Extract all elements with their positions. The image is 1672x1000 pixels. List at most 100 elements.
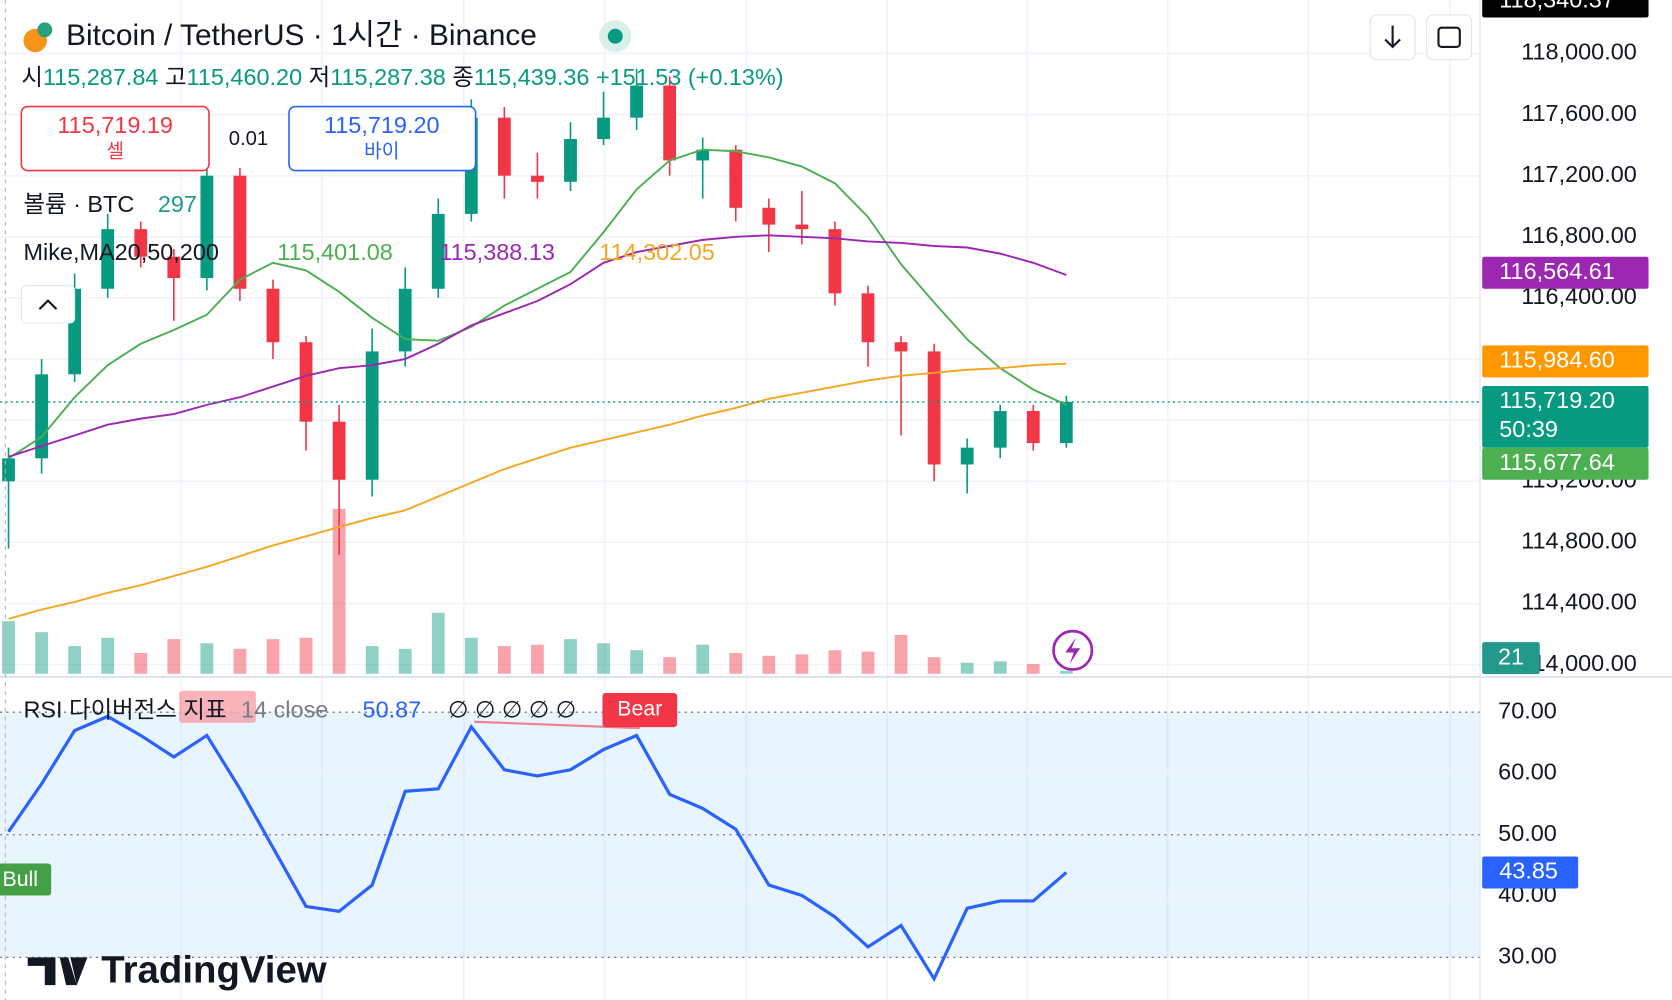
volume-bar [795, 654, 809, 674]
candle-body [927, 351, 941, 465]
volume-bar [101, 637, 115, 674]
candle-body [1026, 410, 1040, 444]
candle-body [431, 213, 445, 289]
fullscreen-button[interactable] [1426, 14, 1473, 61]
volume-bar [2, 621, 15, 674]
buy-label[interactable]: 바이 [364, 141, 399, 163]
candle-body [101, 229, 115, 289]
ohlc-value: 115,439.36 [474, 64, 590, 90]
volume-bar [762, 655, 776, 674]
collapse-icon[interactable] [38, 299, 58, 310]
volume-bar [233, 648, 247, 674]
volume-badge-label: 21 [1498, 643, 1524, 669]
volume-bar [299, 637, 313, 674]
volume-bar [1026, 664, 1040, 674]
candle-body [2, 458, 15, 482]
volume-bar [696, 644, 710, 674]
ohlc-value: 115,460.20 [187, 64, 303, 90]
volume-bar [68, 646, 82, 674]
y-tick-label: 117,600.00 [1521, 100, 1637, 126]
buy-button[interactable] [288, 105, 477, 172]
ohlc-value: 115,287.38 [330, 64, 446, 90]
volume-bar [597, 643, 610, 674]
candle-body [365, 351, 379, 480]
volume-bar [828, 650, 842, 674]
price-badge [1482, 0, 1649, 18]
ma-value: 114,302.05 [599, 239, 715, 265]
candle-body [266, 288, 280, 343]
candle-body [233, 175, 247, 289]
volume-value: 297 [158, 191, 197, 217]
sell-price[interactable]: 115,719.19 [57, 112, 173, 138]
volume-bar [630, 650, 643, 674]
change: +151.53 (+0.13%) [596, 64, 784, 90]
alert-bolt[interactable] [1065, 637, 1081, 665]
volume-bar [531, 644, 544, 674]
rsi-badge-label: 43.85 [1499, 858, 1558, 884]
download-icon[interactable] [1384, 25, 1401, 49]
y-tick-label: 114,000.00 [1521, 650, 1637, 676]
rsi-title: RSI 다이버전스 지표 [23, 696, 226, 722]
rsi-badge [1482, 856, 1579, 889]
price-badge-label: 118,340.37 [1499, 0, 1615, 13]
logo: TradingView [101, 948, 327, 991]
rsi-params: 14 close [241, 696, 328, 722]
moving-average [8, 234, 1067, 458]
ma-title: Mike,MA20,50,200 [23, 239, 218, 265]
candle-body [696, 149, 710, 161]
volume-bar [464, 637, 478, 674]
ma-value: 115,401.08 [277, 239, 393, 265]
price-badge-label: 115,677.64 [1499, 449, 1615, 475]
candle-body [630, 85, 643, 118]
volume-badge [1482, 642, 1540, 675]
y-tick-label: 114,800.00 [1521, 528, 1637, 554]
candle-body [960, 447, 974, 465]
volume-bar [167, 639, 181, 674]
quantity: 0.01 [229, 128, 268, 150]
candle-body [332, 421, 346, 480]
candle-body [861, 293, 875, 343]
volume-title: 볼륨 · BTC [23, 191, 134, 217]
volume-bar [35, 632, 48, 674]
moving-average [8, 362, 1067, 620]
volume-bar [266, 639, 280, 674]
symbol: Bitcoin / TetherUS · 1시간 · Binance [66, 19, 537, 52]
candle-body [993, 410, 1007, 448]
candle-body [762, 207, 776, 225]
price-badge [1482, 447, 1649, 480]
ohlc-legend: 시115,287.84 고115,460.20 저115,287.38 종115… [21, 64, 783, 90]
price-badge-label: 116,564.61 [1499, 258, 1615, 284]
price-badge-label: 115,984.60 [1499, 347, 1615, 373]
volume-bar [332, 508, 346, 674]
volume-bar [927, 657, 941, 674]
fullscreen-icon[interactable] [1437, 26, 1461, 48]
candle-body [398, 288, 412, 352]
rsi-tick-label: 60.00 [1498, 759, 1557, 785]
candle-body [531, 175, 544, 182]
bull-label: Bull [2, 867, 38, 891]
candle-body [167, 256, 181, 279]
volume-bar [497, 646, 511, 674]
ohlc-key: 고 [165, 64, 187, 90]
buy-price[interactable]: 115,719.20 [324, 112, 440, 138]
volume-bar [993, 661, 1007, 674]
candle-body [299, 342, 313, 422]
collapse-button[interactable] [20, 285, 76, 324]
ohlc-key: 종 [452, 64, 474, 90]
volume-bar [1059, 670, 1073, 674]
rsi-tick-label: 50.00 [1498, 820, 1557, 846]
y-tick-label: 117,200.00 [1521, 161, 1637, 187]
rsi-tick-label: 70.00 [1498, 697, 1557, 723]
status-dot [607, 28, 623, 44]
candle-body [564, 139, 577, 182]
sell-label[interactable]: 셀 [106, 141, 124, 163]
volume-bar [663, 657, 677, 674]
volume-bar [729, 652, 743, 674]
bear-label-box [602, 692, 678, 728]
usdt-icon [37, 22, 53, 38]
bear-label: Bear [617, 697, 662, 721]
sell-button[interactable] [20, 105, 210, 172]
price-axis: 114,000.00114,400.00114,800.00115,200.00… [1482, 0, 1649, 969]
rsi-line [7, 714, 1068, 983]
candle-body [795, 224, 809, 230]
